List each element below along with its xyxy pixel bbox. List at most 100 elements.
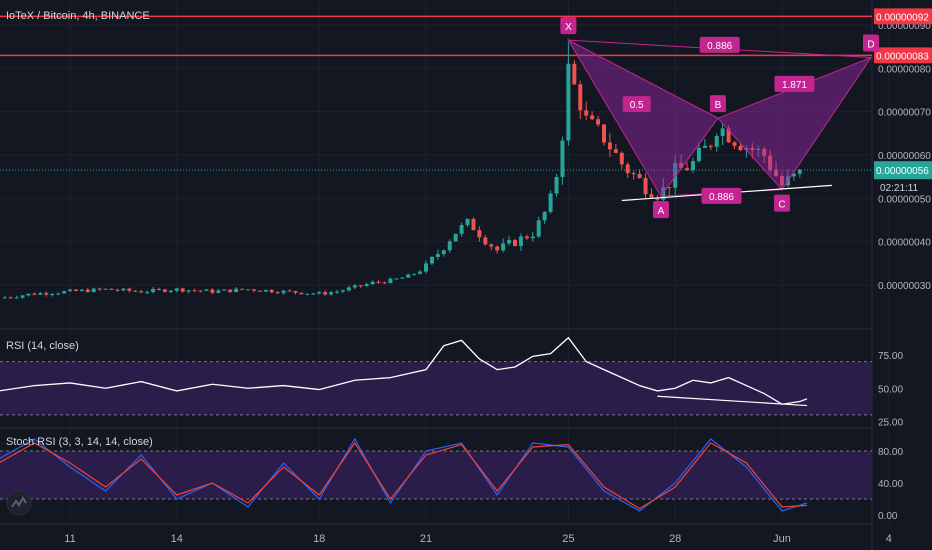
price-axis-label: 0.00000030 (878, 281, 931, 292)
pattern-point-label: D (867, 40, 874, 51)
stoch-axis-label: 80.00 (878, 447, 903, 458)
candle-body (495, 246, 500, 251)
candle-body (109, 288, 114, 290)
candle-body (323, 292, 328, 295)
rsi-axis-label: 50.00 (878, 384, 903, 395)
candle-body (619, 152, 624, 165)
candle-body (774, 169, 779, 176)
candle-body (708, 145, 713, 147)
candle-body (151, 288, 156, 293)
time-axis-label: 4 (886, 533, 892, 545)
rsi-band (0, 361, 872, 415)
candle-body (299, 292, 304, 295)
candle-body (352, 285, 357, 288)
candle-body (186, 290, 191, 292)
candle-body (429, 257, 434, 264)
stoch-axis-label: 40.00 (878, 479, 903, 490)
price-axis-label: 0.00000070 (878, 108, 931, 119)
candle-body (168, 290, 173, 292)
candle-body (649, 194, 654, 198)
candle-body (780, 175, 784, 186)
candle-body (26, 293, 31, 296)
level-price-tag (874, 8, 932, 25)
price-axis-label: 0.00000050 (878, 194, 931, 205)
candle-body (198, 290, 203, 292)
pattern-ratio-label: 1.871 (782, 80, 807, 91)
candle-body (524, 236, 529, 239)
candle-body (293, 291, 298, 293)
candle-body (596, 119, 601, 125)
pattern-point-badge (652, 201, 669, 219)
candle-body (590, 115, 595, 120)
candle-body (240, 288, 245, 290)
candle-body (180, 288, 185, 292)
candle-body (340, 290, 345, 292)
candle-body (465, 218, 470, 226)
pattern-ratio-badge (701, 187, 742, 204)
stoch-axis-label: 0.00 (878, 511, 898, 522)
pattern-ratio-badge (699, 36, 740, 53)
candle-body (79, 289, 84, 291)
pattern-point-badge (863, 34, 879, 52)
candle-body (20, 295, 25, 298)
price-axis-label: 0.00000090 (878, 21, 931, 32)
candle-body (382, 282, 387, 284)
candle-body (257, 290, 262, 292)
time-axis-label: 28 (669, 533, 681, 545)
candle-body (572, 63, 577, 85)
candle-body (447, 241, 452, 251)
candle-body (2, 297, 7, 299)
countdown-bg (874, 180, 932, 195)
candle-body (400, 277, 405, 279)
candle-body (162, 289, 167, 292)
pattern-point-badge (709, 95, 726, 113)
candle-body (714, 136, 719, 147)
candle-body (281, 290, 286, 294)
candle-body (631, 173, 636, 175)
candle-body (263, 289, 268, 292)
candle-body (8, 297, 13, 299)
candle-body (210, 289, 215, 293)
pattern-ratio-label: 0.886 (707, 41, 732, 52)
tradingview-logo[interactable] (6, 490, 32, 516)
candle-body (542, 211, 547, 221)
candle-body (346, 287, 351, 291)
candle-body (329, 292, 334, 295)
candle-body (732, 142, 737, 146)
candle-body (228, 289, 233, 293)
candle-body (234, 288, 239, 293)
candle-body (14, 297, 19, 299)
price-axis-label: 0.00000080 (878, 64, 931, 75)
candle-body (643, 177, 648, 195)
candle-body (738, 145, 743, 151)
candle-body (530, 236, 535, 239)
stoch-rsi-title: Stoch RSI (3, 3, 14, 14, close) (6, 436, 153, 448)
candle-body (216, 290, 221, 293)
candle-body (696, 147, 701, 162)
candle-body (91, 288, 96, 293)
candle-body (394, 278, 399, 280)
candle-body (673, 162, 678, 188)
pattern-ratio-label: 0.5 (630, 100, 644, 111)
candle-body (269, 289, 274, 293)
candle-body (613, 149, 618, 153)
candle-body (655, 197, 660, 200)
stoch-d-line (0, 441, 807, 510)
candle-body (441, 250, 446, 255)
candle-body (554, 176, 559, 194)
pattern-point-badge (774, 194, 790, 212)
candle-body (56, 293, 61, 295)
pattern-ratio-badge (622, 96, 651, 113)
rsi-axis-label: 75.00 (878, 351, 903, 362)
stoch-band (0, 451, 872, 499)
candle-body (157, 288, 161, 290)
candle-body (311, 293, 316, 295)
candle-body (507, 239, 512, 244)
candle-body (536, 220, 541, 237)
countdown-label: 02:21:11 (880, 183, 919, 194)
candle-body (412, 273, 417, 275)
candle-body (679, 162, 684, 169)
pattern-xb-line (568, 39, 719, 119)
candle-body (637, 173, 642, 178)
